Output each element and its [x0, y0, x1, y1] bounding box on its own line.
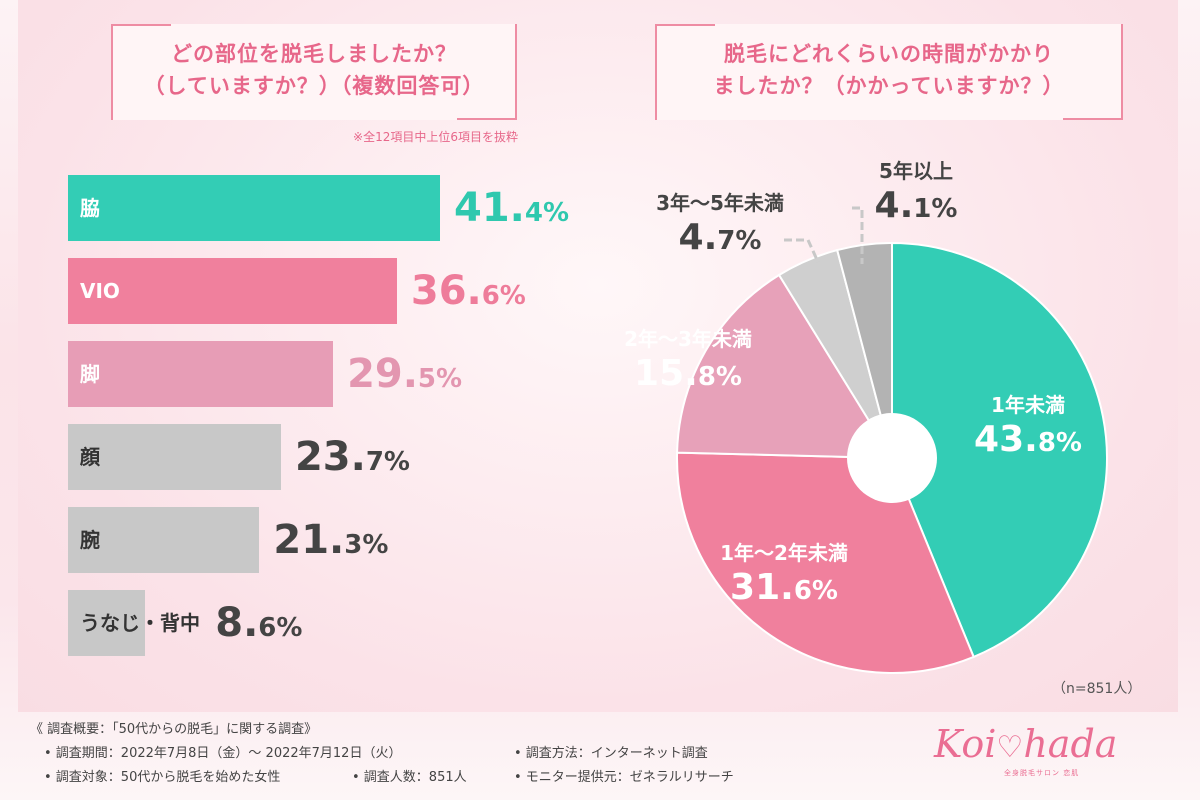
survey-period: • 調査期間：2022年7月8日（金）〜 2022年7月12日（火）: [44, 746, 402, 761]
pie-label-value-dec-4: 1%: [913, 194, 958, 224]
bar-value-num-3: 23.: [294, 434, 366, 480]
bar-label-1: VIO: [80, 279, 120, 303]
pie-label-value-1: 31.6%: [720, 566, 848, 613]
pie-label-value-num-2: 15.: [634, 353, 698, 394]
pie-label-value-2: 15.8%: [624, 352, 752, 399]
pie-label-1: 1年〜2年未満 31.6%: [720, 540, 848, 613]
bar-value-num-1: 36.: [410, 268, 482, 314]
bar-value-0: 41.4%: [454, 175, 569, 241]
bar-value-num-4: 21.: [273, 517, 345, 563]
sample-size: （n=851人）: [1052, 681, 1142, 697]
pie-label-value-dec-3: 7%: [717, 226, 762, 256]
bar-3: [68, 424, 281, 490]
logo-text-hada: hada: [1023, 722, 1118, 766]
pie-label-category-4: 5年以上: [879, 159, 953, 183]
pie-label-category-3: 3年〜5年未満: [656, 191, 784, 215]
bar-value-4: 21.3%: [273, 507, 388, 573]
pie-label-value-num-1: 31.: [730, 567, 794, 608]
pie-label-value-dec-0: 8%: [1037, 428, 1082, 458]
survey-method: • 調査方法：インターネット調査: [514, 746, 708, 761]
bar-value-dec-4: 3%: [344, 530, 389, 560]
pie-label-value-dec-2: 8%: [697, 362, 742, 392]
logo-subtitle: 全身脱毛サロン 恋肌: [1004, 769, 1080, 777]
bar-label-5: うなじ・背中: [80, 611, 200, 635]
bar-value-dec-5: 6%: [258, 613, 303, 643]
bar-label-4: 腕: [80, 528, 100, 552]
bar-value-5: 8.6%: [215, 590, 302, 656]
pie-label-value-0: 43.8%: [974, 418, 1082, 465]
bar-value-3: 23.7%: [295, 424, 410, 490]
bar-5: [68, 590, 146, 656]
pie-label-category-1: 1年〜2年未満: [720, 541, 848, 565]
pie-label-category-2: 2年〜3年未満: [624, 327, 752, 351]
bar-4: [68, 507, 260, 573]
bar-value-num-0: 41.: [454, 185, 525, 231]
pie-label-category-0: 1年未満: [991, 393, 1065, 417]
bar-value-1: 36.6%: [411, 258, 526, 324]
selection-note: ※全12項目中上位6項目を抜粋: [353, 130, 518, 144]
bar-label-0: 脇: [80, 196, 100, 220]
question-right-line2: ましたか？（かかっていますか？）: [713, 74, 1065, 98]
question-box-left: どの部位を脱毛しましたか？ （していますか？）（複数回答可）: [111, 24, 517, 120]
bar-2: [68, 341, 334, 407]
bar-label-3: 顔: [80, 445, 100, 469]
bar-value-num-2: 29.: [347, 351, 418, 397]
logo-text-koi: Koi: [934, 722, 997, 766]
koihada-logo: Koi♡hada 全身脱毛サロン 恋肌: [934, 722, 1164, 782]
pie-label-3: 3年〜5年未満 4.7%: [656, 190, 784, 263]
question-right-line1: 脱毛にどれくらいの時間がかかり: [724, 42, 1054, 66]
bar-0: [68, 175, 440, 241]
pie-label-4: 5年以上 4.1%: [875, 158, 958, 231]
pie-label-value-dec-1: 6%: [793, 576, 838, 606]
question-left-line1: どの部位を脱毛しましたか？: [171, 42, 457, 66]
bar-1: [68, 258, 397, 324]
pie-label-0: 1年未満 43.8%: [974, 392, 1082, 465]
bar-label-2: 脚: [80, 362, 100, 386]
question-left-line2: （していますか？）（複数回答可）: [143, 74, 485, 98]
pie-label-value-num-3: 4.: [678, 217, 718, 258]
bar-value-dec-2: 5%: [417, 364, 463, 394]
bar-value-num-5: 8.: [215, 600, 259, 646]
bar-value-dec-0: 4%: [524, 198, 570, 228]
survey-target: • 調査対象：50代から脱毛を始めた女性: [44, 770, 281, 785]
bar-value-dec-1: 6%: [481, 281, 526, 311]
bar-value-2: 29.5%: [347, 341, 462, 407]
pie-label-value-num-4: 4.: [874, 185, 914, 226]
pie-label-value-num-0: 43.: [974, 419, 1038, 460]
survey-provider: • モニター提供元：ゼネラルリサーチ: [514, 770, 734, 785]
heart-icon: ♡: [996, 730, 1024, 765]
pie-label-value-4: 4.1%: [875, 184, 958, 231]
pie-label-value-3: 4.7%: [656, 216, 784, 263]
survey-title: 《 調査概要：「50代からの脱毛」に関する調査》: [30, 722, 318, 737]
question-box-right: 脱毛にどれくらいの時間がかかり ましたか？（かかっていますか？）: [655, 24, 1123, 120]
survey-count: • 調査人数：851人: [352, 770, 467, 785]
bar-value-dec-3: 7%: [365, 447, 410, 477]
pie-label-2: 2年〜3年未満 15.8%: [624, 326, 752, 399]
